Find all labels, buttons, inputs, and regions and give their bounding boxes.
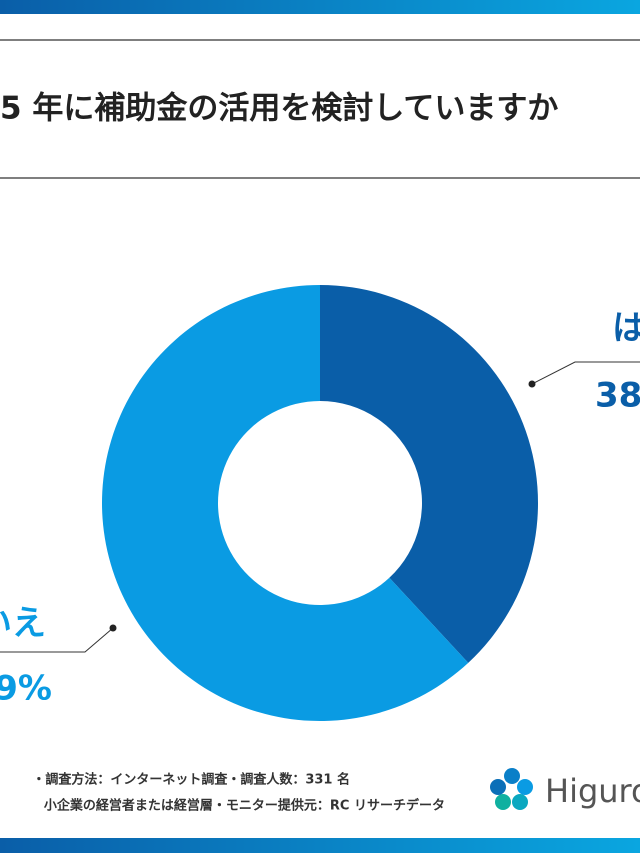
category-label: いいえ: [0, 604, 46, 644]
leader-line: [531, 361, 640, 385]
chart-title: 5 年に補助金の活用を検討していますか: [0, 91, 558, 127]
logo-icon: [490, 768, 533, 810]
value-label: 38.1%: [595, 376, 640, 416]
footnote: 小企業の経営者または経営層・モニター提供元：RC リサーチデータ: [44, 798, 445, 814]
top-bar: [0, 0, 640, 14]
donut-segment: [320, 285, 538, 663]
logo-text: Higuro: [545, 772, 640, 810]
leader-line: [0, 627, 114, 653]
footnote: ・調査方法：インターネット調査・調査人数：331 名: [32, 772, 350, 788]
value-label: 61.9%: [0, 669, 52, 709]
bottom-bar: [0, 838, 640, 853]
donut-segment: [101, 285, 469, 721]
leader-dot: [109, 624, 117, 632]
leader-dot: [528, 380, 536, 388]
category-label: はい: [612, 309, 640, 349]
